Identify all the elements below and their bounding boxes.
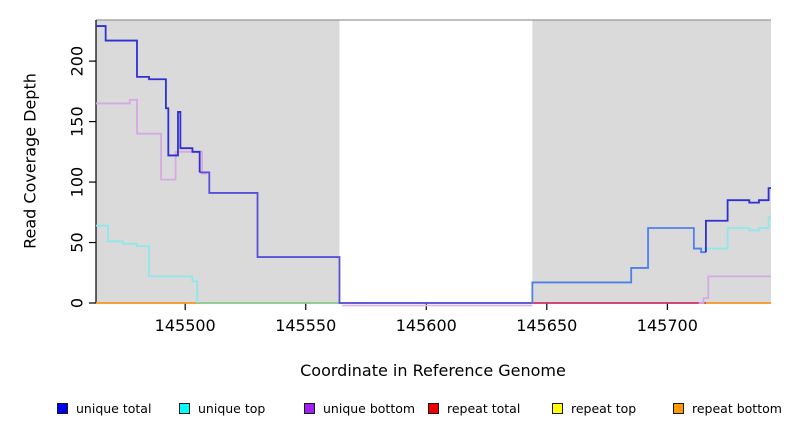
unique-total-left — [96, 25, 201, 173]
legend-swatch-repeat-total — [428, 402, 439, 414]
legend-label-repeat-total: repeat total — [447, 400, 521, 416]
legend-item-repeat-top: repeat top — [552, 399, 636, 417]
legend-item-unique-total: unique total — [57, 399, 151, 417]
x-tick-label: 145600 — [396, 316, 457, 335]
x-tick-label: 145650 — [516, 316, 577, 335]
y-tick-label: 200 — [68, 46, 87, 77]
y-axis-title: Read Coverage Depth — [20, 73, 40, 249]
legend-label-repeat-bottom: repeat bottom — [692, 400, 782, 416]
unique-top-left — [96, 224, 199, 303]
legend: unique total unique top unique bottom repea… — [0, 399, 792, 419]
shaded-region — [96, 20, 340, 303]
legend-item-repeat-bottom: repeat bottom — [673, 399, 782, 417]
unique-top-right — [703, 216, 771, 250]
unique-total-zero-mid — [199, 171, 533, 304]
legend-swatch-unique-bottom — [304, 402, 315, 414]
unique-bottom-right — [698, 275, 771, 304]
legend-swatch-repeat-bottom — [673, 402, 684, 414]
y-tick-label: 0 — [68, 298, 87, 308]
y-tick-label: 150 — [68, 106, 87, 137]
legend-item-repeat-total: repeat total — [428, 399, 520, 417]
x-axis-title: Coordinate in Reference Genome — [300, 361, 566, 380]
x-tick-label: 145700 — [637, 316, 698, 335]
y-tick-label: 100 — [68, 167, 87, 198]
shaded-region — [532, 20, 771, 303]
x-tick-label: 145500 — [155, 316, 216, 335]
legend-swatch-repeat-top — [552, 402, 563, 414]
legend-swatch-unique-total — [57, 402, 68, 414]
legend-item-unique-top: unique top — [179, 399, 265, 417]
legend-label-repeat-top: repeat top — [571, 400, 637, 416]
unique-total-rise — [531, 227, 706, 303]
legend-label-unique-top: unique top — [198, 400, 266, 416]
unique-bottom-left — [96, 98, 207, 181]
y-tick-label: 50 — [68, 232, 87, 252]
unique-total-right — [705, 187, 771, 253]
legend-label-unique-total: unique total — [76, 400, 152, 416]
legend-label-unique-bottom: unique bottom — [323, 400, 416, 416]
x-tick-label: 145550 — [275, 316, 336, 335]
legend-item-unique-bottom: unique bottom — [304, 399, 415, 417]
legend-swatch-unique-top — [179, 402, 190, 414]
